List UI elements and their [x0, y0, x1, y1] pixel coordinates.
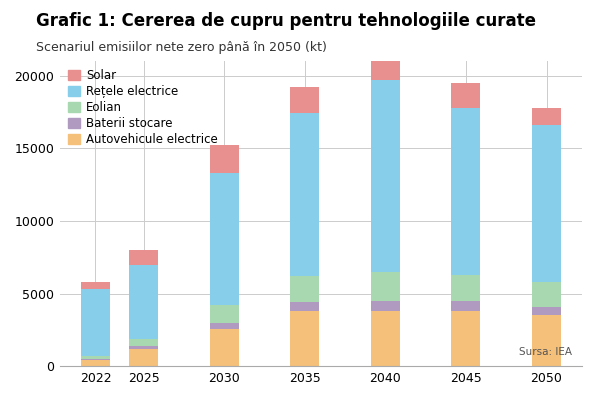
Bar [210, 323, 239, 328]
Bar [532, 282, 561, 307]
Bar [210, 328, 239, 366]
Bar [290, 114, 319, 276]
Bar [81, 359, 110, 361]
Bar [129, 339, 158, 346]
Bar [451, 107, 481, 275]
Text: Sursa: IEA: Sursa: IEA [518, 347, 572, 357]
Bar [81, 361, 110, 366]
Bar [451, 311, 481, 366]
Bar [371, 272, 400, 301]
Bar [129, 250, 158, 265]
Bar [532, 315, 561, 366]
Bar [290, 87, 319, 114]
Legend: Solar, Rețele electrice, Eolian, Baterii stocare, Autovehicule electrice: Solar, Rețele electrice, Eolian, Baterii… [66, 67, 220, 149]
Bar [81, 289, 110, 356]
Bar [290, 302, 319, 311]
Bar [532, 125, 561, 282]
Bar [451, 83, 481, 107]
Bar [371, 46, 400, 80]
Bar [451, 301, 481, 311]
Bar [371, 311, 400, 366]
Bar [532, 307, 561, 315]
Bar [210, 305, 239, 323]
Bar [129, 265, 158, 339]
Text: Grafic 1: Cererea de cupru pentru tehnologiile curate: Grafic 1: Cererea de cupru pentru tehnol… [36, 12, 536, 30]
Bar [371, 80, 400, 272]
Bar [210, 173, 239, 305]
Bar [210, 145, 239, 173]
Bar [129, 346, 158, 349]
Bar [451, 275, 481, 301]
Text: Scenariul emisiilor nete zero până în 2050 (kt): Scenariul emisiilor nete zero până în 20… [36, 41, 327, 54]
Bar [371, 301, 400, 311]
Bar [81, 282, 110, 289]
Bar [129, 349, 158, 366]
Bar [290, 311, 319, 366]
Bar [532, 107, 561, 125]
Bar [81, 356, 110, 359]
Bar [290, 276, 319, 302]
